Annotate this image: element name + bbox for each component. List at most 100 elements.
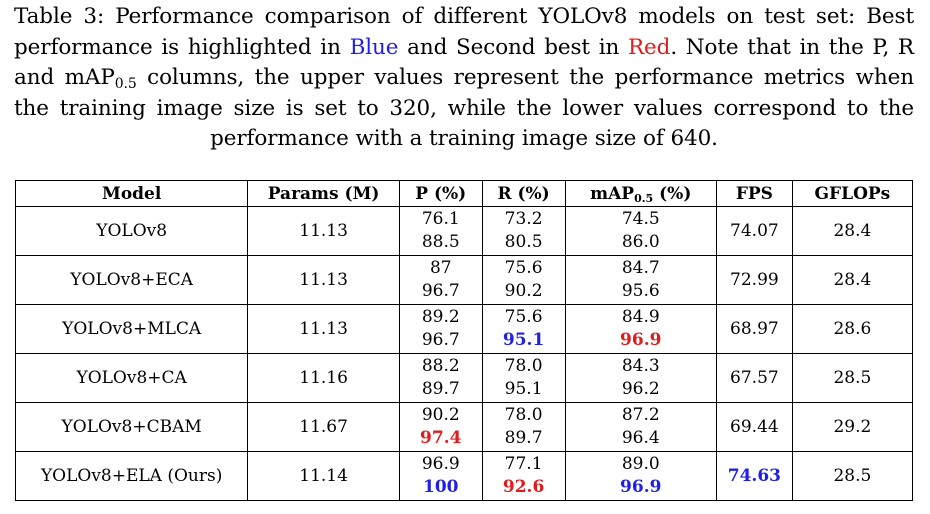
caption-red-word: Red [627, 34, 671, 60]
header-map-prefix: mAP [590, 183, 635, 204]
caption-blue-word: Blue [349, 34, 399, 60]
cell-model: YOLOv8 [14, 206, 249, 256]
value-640-best: 95.1 [502, 330, 545, 350]
caption-map-subscript: 0.5 [114, 76, 137, 93]
cell-map: 84.7 95.6 [564, 255, 718, 305]
cell-fps: 68.97 [716, 304, 793, 354]
cell-gflops: 28.6 [791, 304, 914, 354]
cell-fps-best: 74.63 [716, 451, 793, 501]
cell-gflops: 28.4 [791, 255, 914, 305]
cell-r: 77.1 92.6 [481, 451, 566, 501]
cell-p: 90.2 97.4 [398, 402, 483, 452]
cell-p: 96.9 100 [398, 451, 483, 501]
cell-fps: 72.99 [716, 255, 793, 305]
cell-model: YOLOv8+ELA (Ours) [14, 451, 249, 501]
value-320: 87.2 [621, 405, 660, 425]
value-320: 87 [429, 258, 452, 278]
value-640-second: 92.6 [502, 477, 545, 497]
header-fps: FPS [716, 180, 793, 207]
cell-params: 11.13 [247, 304, 400, 354]
value-320: 74.5 [621, 209, 660, 229]
value-640: 96.2 [621, 379, 660, 399]
cell-fps: 67.57 [716, 353, 793, 403]
cell-gflops: 28.5 [791, 353, 914, 403]
cell-params: 11.13 [247, 206, 400, 256]
value-640: 96.7 [421, 281, 460, 301]
value-320: 96.9 [421, 454, 460, 474]
cell-gflops: 29.2 [791, 402, 914, 452]
value-320: 88.2 [421, 356, 460, 376]
value-640: 96.4 [621, 428, 660, 448]
value-320: 84.3 [621, 356, 660, 376]
cell-fps: 74.07 [716, 206, 793, 256]
value-640: 89.7 [421, 379, 460, 399]
header-model: Model [14, 180, 249, 207]
cell-r: 73.2 80.5 [481, 206, 566, 256]
header-p: P (%) [398, 180, 483, 207]
cell-r: 75.6 95.1 [481, 304, 566, 354]
cell-r: 78.0 89.7 [481, 402, 566, 452]
table-row: YOLOv8+ELA (Ours) 11.14 96.9 100 77.1 92.6… [14, 451, 914, 501]
cell-map: 74.5 86.0 [564, 206, 718, 256]
cell-model: YOLOv8+CBAM [14, 402, 249, 452]
value-640-second: 97.4 [420, 428, 462, 448]
value-640-best: 100 [423, 477, 459, 497]
value-320: 73.2 [504, 209, 543, 229]
value-640-best: 96.9 [620, 477, 662, 497]
header-map: mAP0.5 (%) [564, 180, 718, 207]
cell-r: 78.0 95.1 [481, 353, 566, 403]
cell-r: 75.6 90.2 [481, 255, 566, 305]
value-320: 75.6 [504, 258, 543, 278]
cell-map: 84.9 96.9 [564, 304, 718, 354]
header-params: Params (M) [247, 180, 400, 207]
value-640: 88.5 [421, 232, 460, 252]
header-r: R (%) [481, 180, 566, 207]
value-640: 95.6 [621, 281, 660, 301]
cell-fps: 69.44 [716, 402, 793, 452]
table-row: YOLOv8+MLCA 11.13 89.2 96.7 75.6 95.1 84.9… [14, 304, 914, 354]
value-320: 90.2 [421, 405, 460, 425]
cell-model: YOLOv8+ECA [14, 255, 249, 305]
table-row: YOLOv8+CBAM 11.67 90.2 97.4 78.0 89.7 87.2… [14, 402, 914, 452]
cell-params: 11.67 [247, 402, 400, 452]
value-640-second: 96.9 [620, 330, 662, 350]
table-row: YOLOv8+ECA 11.13 87 96.7 75.6 90.2 84.7 95.… [14, 255, 914, 305]
value-320: 76.1 [421, 209, 460, 229]
cell-p: 76.1 88.5 [398, 206, 483, 256]
value-320: 89.2 [421, 307, 460, 327]
cell-params: 11.14 [247, 451, 400, 501]
cell-gflops: 28.4 [791, 206, 914, 256]
value-640: 96.7 [421, 330, 460, 350]
caption-text-1: Table 3: Performance comparison of diffe… [14, 4, 914, 60]
value-640: 80.5 [504, 232, 543, 252]
value-320: 84.7 [621, 258, 660, 278]
caption-text-4: columns, the upper values represent the … [14, 65, 914, 152]
cell-gflops: 28.5 [791, 451, 914, 501]
cell-model: YOLOv8+MLCA [14, 304, 249, 354]
value-320: 78.0 [504, 405, 543, 425]
cell-p: 87 96.7 [398, 255, 483, 305]
caption-text-2: and Second best in [398, 34, 628, 60]
header-map-sub: 0.5 [634, 191, 654, 205]
cell-model: YOLOv8+CA [14, 353, 249, 403]
caption-text-3: . Note that in the P, R and mAP [14, 34, 914, 91]
cell-params: 11.16 [247, 353, 400, 403]
table-row: YOLOv8 11.13 76.1 88.5 73.2 80.5 74.5 86.0 … [14, 206, 914, 256]
value-640: 86.0 [621, 232, 660, 252]
table-row: YOLOv8+CA 11.16 88.2 89.7 78.0 95.1 84.3 96… [14, 353, 914, 403]
cell-map: 89.0 96.9 [564, 451, 718, 501]
value-320: 78.0 [504, 356, 543, 376]
cell-map: 87.2 96.4 [564, 402, 718, 452]
cell-params: 11.13 [247, 255, 400, 305]
results-table: Model Params (M) P (%) R (%) mAP0.5 (%) … [14, 180, 914, 501]
value-320: 77.1 [504, 454, 543, 474]
cell-map: 84.3 96.2 [564, 353, 718, 403]
value-320: 84.9 [621, 307, 660, 327]
value-320: 89.0 [621, 454, 660, 474]
cell-p: 89.2 96.7 [398, 304, 483, 354]
table-caption: Table 3: Performance comparison of diffe… [14, 2, 914, 155]
header-map-suffix: (%) [653, 183, 692, 204]
value-640: 95.1 [504, 379, 543, 399]
header-row: Model Params (M) P (%) R (%) mAP0.5 (%) … [14, 180, 914, 207]
value-320: 75.6 [504, 307, 543, 327]
